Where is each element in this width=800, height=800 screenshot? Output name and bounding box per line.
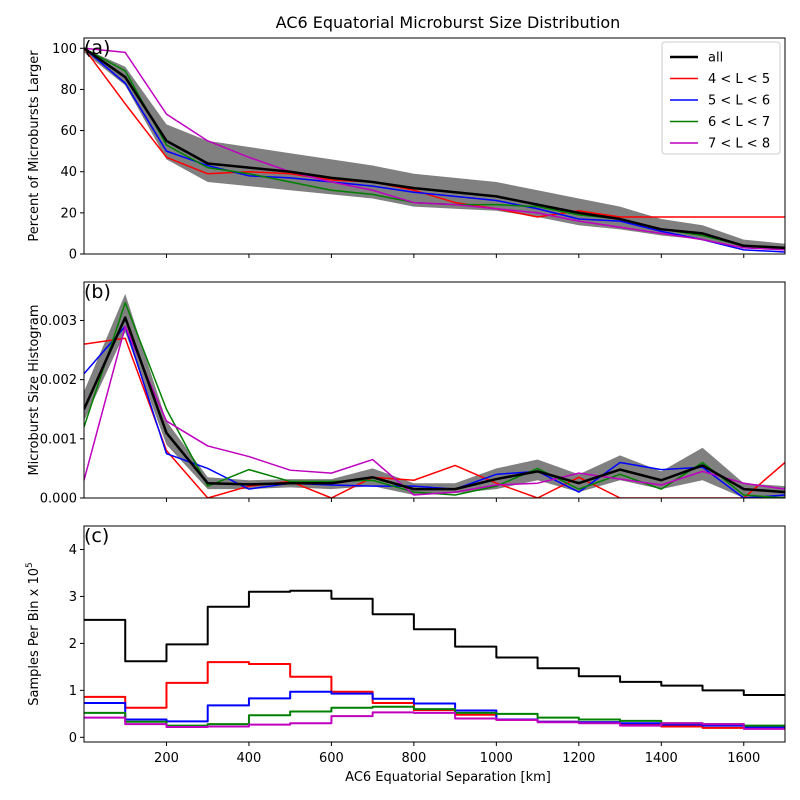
y-tick-label: 0 (69, 248, 77, 263)
y-axis-label: Percent of Microbursts Larger (27, 50, 42, 242)
plot-area (84, 47, 785, 253)
y-tick-label: 4 (69, 543, 77, 558)
y-tick-label: 0.000 (40, 492, 77, 507)
confidence-band (84, 293, 785, 498)
legend-label-L6_7: 6 < L < 7 (708, 115, 770, 130)
x-tick-label: 1400 (645, 751, 678, 766)
y-axis-label: Microburst Size Histogram (27, 304, 42, 475)
panel-label: (b) (84, 281, 111, 303)
y-axis-label: Samples Per Bin x 105 (25, 562, 42, 706)
y-axis-label-exponent: 5 (25, 562, 35, 568)
x-tick-label: 800 (401, 751, 426, 766)
series-line-all (84, 47, 785, 250)
series-line-L7_8 (84, 711, 785, 730)
legend-box (661, 41, 781, 155)
y-tick-label: 3 (69, 590, 77, 605)
y-tick-label: 0.002 (40, 373, 77, 388)
y-tick-label: 20 (60, 206, 77, 221)
x-tick-label: 200 (154, 751, 179, 766)
panel-label: (a) (84, 37, 110, 59)
y-tick-label: 2 (69, 637, 77, 652)
series-line-all (84, 589, 785, 697)
legend-label-L4_5: 4 < L < 5 (708, 72, 770, 87)
x-tick-label: 1600 (727, 751, 760, 766)
x-tick-label: 600 (319, 751, 344, 766)
series-line-L5_6 (84, 325, 785, 498)
y-tick-label: 1 (69, 684, 77, 699)
y-tick-label: 0 (69, 731, 77, 746)
y-tick-label: 60 (60, 124, 77, 139)
panel-b-size-histogram: 0.000 0.001 0.002 0.003 (b) Microburst Size H… (27, 281, 786, 507)
series-line-L7_8 (84, 325, 785, 496)
y-tick-label: 40 (60, 165, 77, 180)
x-axis-label: AC6 Equatorial Separation [km] (345, 770, 551, 785)
panel-a-size-cdf: 0 20 40 60 80 100 (a) Percent of Microbursts La… (27, 37, 786, 263)
series-line-L7_8 (84, 47, 785, 251)
legend-label-all: all (708, 51, 723, 66)
legend: all 4 < L < 5 5 < L < 6 6 < L < 7 7 < L < 8 (661, 41, 781, 155)
series-line-L4_5 (84, 337, 785, 498)
y-tick-label: 0.001 (40, 432, 77, 447)
x-tick-label: 1200 (562, 751, 595, 766)
panel-c-samples-per-bin: 200 400 600 800 1000 1200 1400 1600 0 1 2 3 4 (c) Samp… (25, 525, 786, 766)
series-line-L5_6 (84, 690, 785, 728)
chart-title: AC6 Equatorial Microburst Size Distribut… (276, 13, 621, 32)
axes-frame (83, 281, 786, 499)
x-tick-label: 400 (237, 751, 262, 766)
axes-frame (83, 37, 786, 255)
y-tick-label: 0.003 (40, 314, 77, 329)
confidence-band (84, 48, 785, 250)
legend-label-L5_6: 5 < L < 6 (708, 94, 770, 109)
plot-area (84, 589, 785, 730)
axes-frame (83, 525, 786, 743)
panel-label: (c) (84, 525, 109, 547)
series-line-L4_5 (84, 661, 785, 729)
y-tick-label: 100 (52, 42, 77, 57)
y-tick-label: 80 (60, 83, 77, 98)
x-tick-label: 1000 (480, 751, 513, 766)
series-line-L4_5 (84, 47, 785, 218)
series-line-all (84, 316, 785, 494)
plot-area (84, 293, 785, 498)
legend-label-L7_8: 7 < L < 8 (708, 137, 770, 152)
